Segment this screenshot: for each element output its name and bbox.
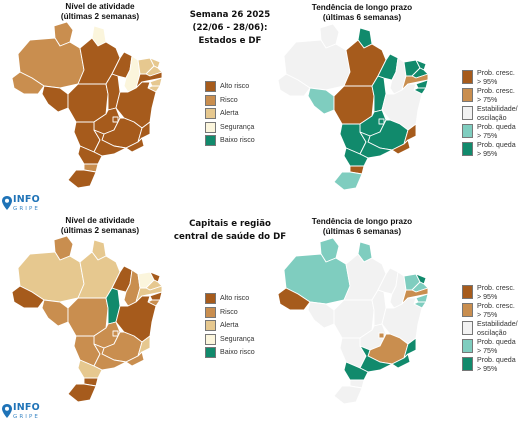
legend-swatch [205, 347, 216, 358]
state-ac [11, 71, 45, 95]
state-df [112, 330, 119, 337]
state-rj [391, 353, 411, 369]
legend-label: Estabilidade/oscilação [477, 105, 518, 122]
state-ro [307, 87, 335, 115]
legend-label: Alerta [220, 109, 239, 117]
state-es [137, 121, 151, 143]
legend-label: Prob. cresc. > 75% [477, 87, 515, 104]
legend-swatch [462, 357, 473, 371]
state-rj [125, 351, 145, 367]
state-rs [67, 383, 97, 403]
state-sp [359, 131, 393, 159]
location-pin-icon [2, 196, 12, 210]
legend-label: Alto risco [220, 82, 250, 90]
logo-main-text: INFO [13, 402, 40, 413]
capitals-trend-map [277, 237, 429, 405]
location-pin-icon [2, 404, 12, 418]
states-trend-map [277, 23, 429, 191]
legend-swatch [462, 142, 473, 156]
legend-swatch [205, 94, 216, 106]
state-df [378, 332, 385, 339]
infogripe-logo-bottom: INFO GRIPE [2, 402, 40, 421]
legend-label: Prob. queda > 95% [477, 141, 516, 158]
state-rs [333, 385, 363, 405]
state-ac [11, 285, 45, 309]
legend-swatch [462, 303, 473, 317]
state-df [378, 118, 385, 125]
state-es [403, 123, 417, 145]
legend-label: Prob. queda > 75% [477, 123, 516, 140]
state-sp [359, 345, 393, 373]
week-title-line-3: Estados e DF [198, 36, 262, 46]
states-activity-heading: Nível de atividade (últimas 2 semanas) [60, 2, 140, 21]
legend-swatch [205, 108, 216, 119]
state-ro [41, 299, 69, 327]
legend-swatch [205, 320, 216, 331]
legend-label: Prob. queda > 95% [477, 356, 516, 373]
legend-swatch [205, 306, 216, 318]
capitals-activity-map [11, 235, 163, 403]
state-pe [135, 71, 163, 89]
legend-swatch [205, 293, 216, 304]
state-sp [93, 343, 127, 371]
legend-label: Prob. cresc. > 75% [477, 302, 515, 319]
legend-label: Alto risco [220, 294, 250, 302]
legend-swatch [205, 81, 216, 92]
legend-swatch [205, 333, 216, 345]
legend-label: Segurança [220, 334, 255, 343]
capitals-title-line-1: Capitais e região [189, 219, 271, 229]
capitals-activity-heading: Nível de atividade (últimas 2 semanas) [60, 216, 140, 235]
legend-swatch [462, 106, 473, 120]
week-title-line-1: Semana 26 2025 [189, 10, 271, 20]
state-sp [93, 129, 127, 157]
week-title-line-2: (22/06 - 28/06): [192, 23, 268, 33]
legend-label: Prob. cresc. > 95% [477, 284, 515, 301]
legend-label: Risco [220, 95, 238, 104]
state-rj [391, 139, 411, 155]
capitals-trend-heading: Tendência de longo prazo (últimas 6 sema… [311, 217, 413, 236]
state-rs [333, 171, 363, 191]
legend-swatch [205, 135, 216, 146]
capitals-title-line-2: central de saúde do DF [173, 232, 287, 242]
logo-sub-text: GRIPE [13, 414, 40, 420]
states-activity-map [11, 21, 163, 189]
state-pe [401, 73, 429, 91]
legend-swatch [462, 339, 473, 353]
state-ro [41, 85, 69, 113]
state-rs [67, 169, 97, 189]
legend-label: Prob. queda > 75% [477, 338, 516, 355]
legend-swatch [462, 124, 473, 138]
legend-swatch [205, 121, 216, 133]
state-rj [125, 137, 145, 153]
week-title: Semana 26 2025 (22/06 - 28/06): Estados … [170, 9, 290, 48]
logo-sub-text: GRIPE [13, 206, 40, 212]
state-es [403, 337, 417, 359]
state-pe [135, 285, 163, 303]
state-pe [401, 287, 429, 305]
legend-label: Baixo risco [220, 136, 255, 144]
legend-swatch [462, 70, 473, 84]
legend-swatch [462, 285, 473, 299]
state-ac [277, 73, 311, 97]
legend-label: Prob. cresc. > 95% [477, 69, 515, 86]
legend-swatch [462, 321, 473, 335]
legend-label: Risco [220, 307, 238, 316]
legend-label: Alerta [220, 321, 239, 329]
legend-swatch [462, 88, 473, 102]
legend-label: Segurança [220, 122, 255, 131]
legend-label: Baixo risco [220, 348, 255, 356]
state-ac [277, 287, 311, 311]
infogripe-logo: INFO GRIPE [2, 194, 40, 213]
states-trend-heading: Tendência de longo prazo (últimas 6 sema… [311, 3, 413, 22]
state-df [112, 116, 119, 123]
capitals-title: Capitais e região central de saúde do DF [165, 218, 295, 244]
state-es [137, 335, 151, 357]
logo-main-text: INFO [13, 194, 40, 205]
state-ro [307, 301, 335, 329]
legend-label: Estabilidade/oscilação [477, 320, 518, 337]
